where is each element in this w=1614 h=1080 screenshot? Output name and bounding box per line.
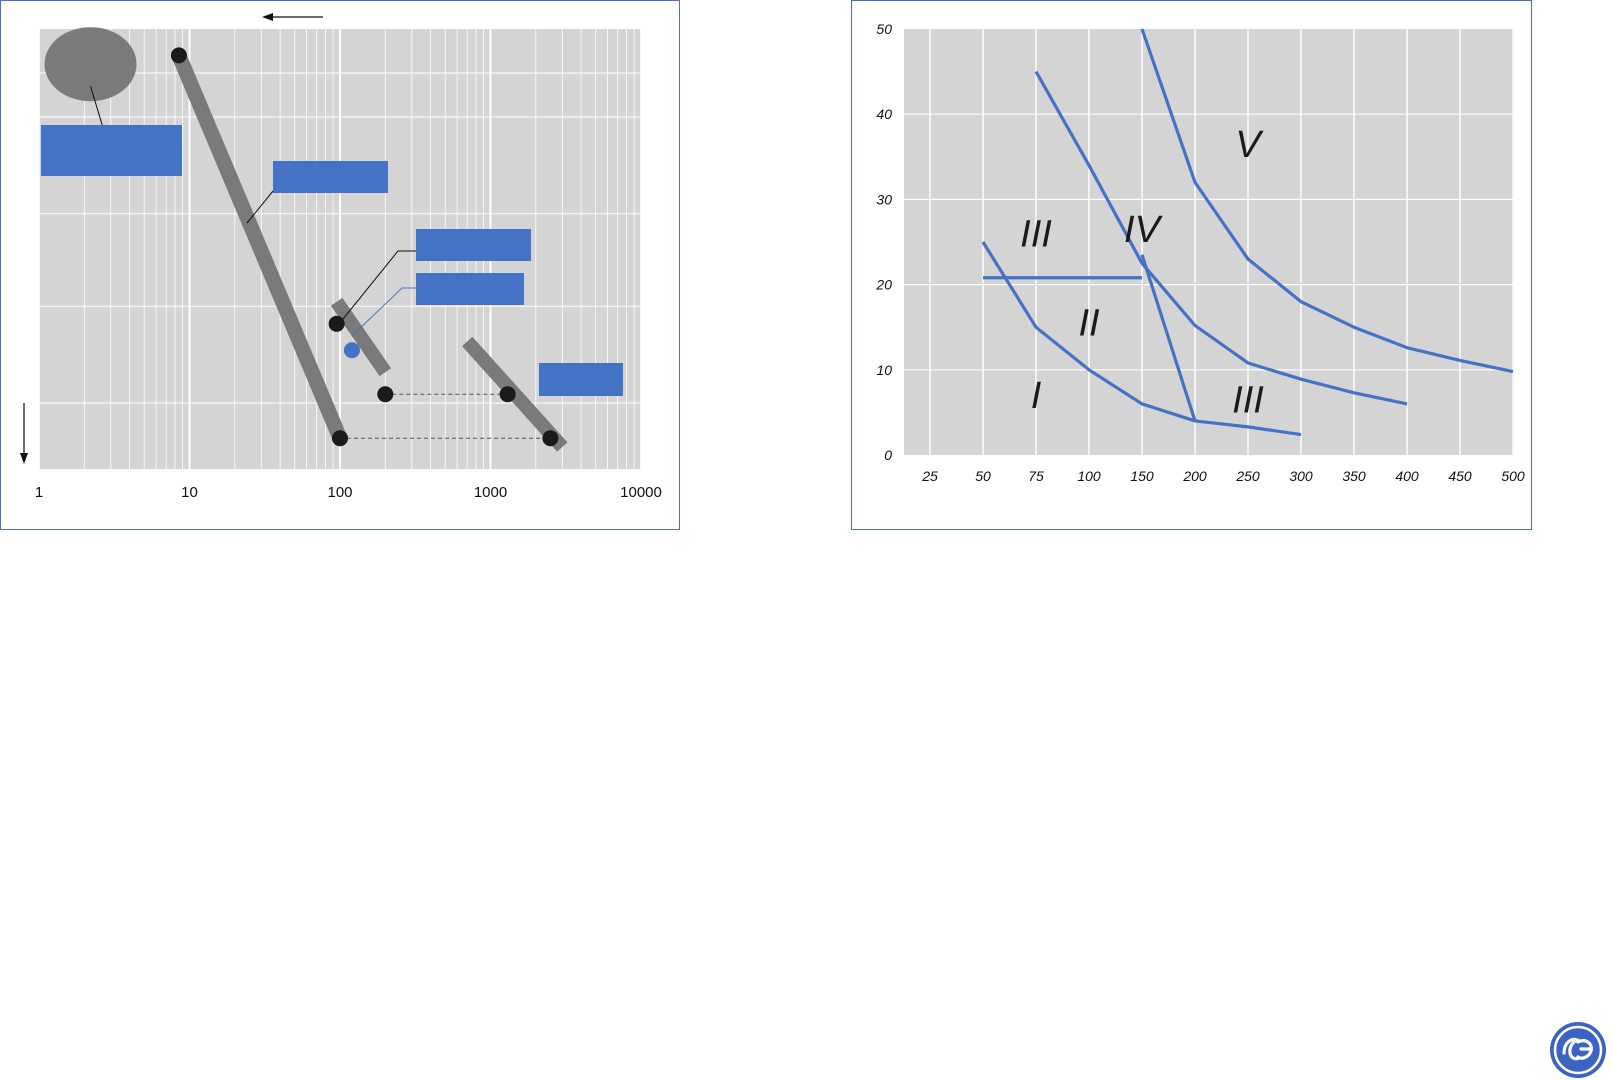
- region-line-chart-panel: I II III IV V III 25 50 75 100 150 200 250 300 350 400 4…: [851, 0, 1532, 530]
- x-tick-label: 100: [327, 484, 352, 501]
- y-tick-label: 40: [876, 106, 892, 122]
- label-box-3: [416, 229, 531, 261]
- data-point: [170, 47, 187, 64]
- leader-line: [352, 287, 416, 336]
- band-1: [171, 52, 347, 442]
- data-point: [332, 430, 348, 447]
- data-point: [377, 386, 394, 403]
- band-2: [330, 297, 392, 377]
- x-tick-label: 350: [1342, 468, 1366, 484]
- ge-logo-icon: [1550, 1022, 1606, 1078]
- x-tick-label: 450: [1448, 468, 1472, 484]
- log-band-chart: 1 10 100 1000 10000: [20, 13, 662, 501]
- ellipse-marker: [44, 27, 137, 102]
- data-point: [499, 386, 516, 403]
- x-tick-label: 200: [1182, 468, 1207, 484]
- region-label: II: [1078, 303, 1100, 345]
- leader-line: [90, 86, 104, 127]
- x-tick-label: 250: [1235, 468, 1260, 484]
- leader-line: [342, 250, 416, 320]
- data-point: [343, 342, 360, 359]
- y-tick-label: 10: [876, 362, 892, 378]
- x-tick-label: 300: [1289, 468, 1313, 484]
- x-tick-label: 1000: [474, 484, 507, 501]
- region-label: I: [1031, 375, 1042, 417]
- y-tick-label: 20: [875, 277, 892, 293]
- region-label: III: [1232, 379, 1264, 421]
- leader-line: [246, 190, 274, 224]
- x-tick-label: 100: [1077, 468, 1101, 484]
- arrow-down-icon: [20, 453, 28, 464]
- series-line-4: [1140, 254, 1197, 422]
- region-label: IV: [1124, 209, 1164, 251]
- x-tick-label: 75: [1028, 468, 1044, 484]
- log-band-chart-panel: 1 10 100 1000 10000: [0, 0, 680, 530]
- region-label: III: [1020, 213, 1052, 255]
- y-tick-label: 30: [876, 191, 892, 207]
- x-tick-label: 1: [35, 484, 43, 501]
- y-tick-label: 50: [876, 21, 892, 37]
- data-point: [328, 315, 345, 332]
- x-tick-label: 10000: [620, 484, 662, 501]
- label-box-4: [416, 273, 524, 305]
- series-line-3: [1140, 28, 1514, 374]
- x-tick-label: 500: [1501, 468, 1525, 484]
- x-tick-label: 10: [181, 484, 198, 501]
- y-tick-label: 0: [884, 447, 892, 463]
- label-box-5: [539, 363, 623, 396]
- region-label: V: [1235, 124, 1264, 166]
- x-tick-label: 400: [1395, 468, 1419, 484]
- x-tick-label: 50: [975, 468, 991, 484]
- label-box-2: [273, 161, 388, 193]
- series-line-1: [981, 241, 1302, 437]
- data-point: [542, 430, 559, 447]
- label-box-1: [41, 125, 182, 176]
- x-tick-label: 25: [921, 468, 938, 484]
- x-tick-label: 150: [1130, 468, 1154, 484]
- plot-area: [904, 29, 1514, 455]
- series-line-2: [1034, 70, 1408, 406]
- arrow-left-icon: [262, 13, 273, 21]
